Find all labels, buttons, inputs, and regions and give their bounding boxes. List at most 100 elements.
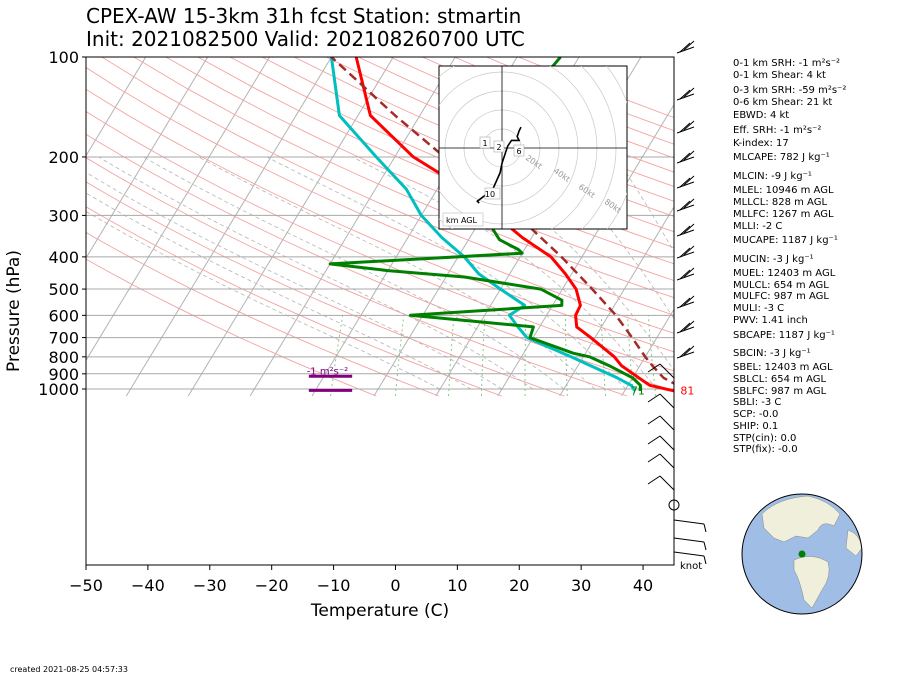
dry-adiabat: [101, 57, 674, 316]
isotherm: [125, 57, 332, 397]
x-tick-label: −10: [317, 576, 351, 595]
x-tick-label: 20: [509, 576, 529, 595]
mixing-ratio-line: [481, 315, 486, 397]
chart-subtitle: Init: 2021082500 Valid: 202108260700 UTC: [86, 27, 525, 51]
wind-barb: [673, 551, 707, 565]
parcel-profile: [330, 57, 674, 385]
index-line: 0-1 km Shear: 4 kt: [733, 70, 826, 81]
hodograph-height-box: [479, 136, 491, 149]
wind-barb: [673, 537, 707, 551]
wind-barb: [676, 198, 695, 212]
wind-barb: [647, 415, 675, 431]
wind-barb: [676, 175, 695, 189]
mixing-ratio-line: [394, 315, 405, 397]
hodograph-height-label: 2: [496, 143, 501, 152]
index-line: STP(cin): 0.0: [733, 433, 797, 444]
y-tick-label: 700: [48, 329, 79, 348]
barb-unit-label: knot: [680, 561, 702, 572]
x-tick-label: −40: [131, 576, 165, 595]
mixing-ratio-line: [448, 315, 455, 397]
hodograph-height-label: 6: [516, 147, 521, 156]
x-tick-label: −50: [69, 576, 103, 595]
index-line: SHIP: 0.1: [733, 421, 779, 432]
y-axis-label: Pressure (hPa): [4, 250, 24, 372]
x-tick-label: 0: [390, 576, 400, 595]
wind-barb: [676, 267, 695, 281]
y-tick-label: 100: [48, 48, 79, 67]
index-line: MULFC: 987 m AGL: [733, 291, 829, 302]
wind-barb: [647, 475, 675, 491]
mixing-ratio-line: [600, 315, 606, 397]
index-line: MUEL: 12403 m AGL: [733, 268, 836, 279]
mixing-ratio-line: [524, 315, 527, 397]
index-line: SCP: -0.0: [733, 409, 779, 420]
station-marker: [798, 550, 806, 558]
mixing-ratio-line: [565, 315, 568, 397]
dry-adiabat: [86, 110, 674, 372]
hodograph-unit-label: km AGL: [446, 216, 478, 225]
y-tick-label: 400: [48, 248, 79, 267]
index-line: SBLFC: 987 m AGL: [733, 386, 827, 397]
hodograph-height-label: 10: [485, 190, 495, 199]
surface-value-label: 81: [680, 385, 694, 398]
index-line: MLCIN: -9 J kg⁻¹: [733, 171, 812, 182]
index-line: 0-3 km SRH: -59 m²s⁻²: [733, 85, 847, 96]
x-axis-ticks: −50 −40 −30 −20 −10 0 10 20 30 40: [69, 565, 653, 595]
index-line: MLEL: 10946 m AGL: [733, 185, 834, 196]
africa-land: [845, 529, 863, 557]
index-line: MLLFC: 1267 m AGL: [733, 209, 834, 220]
dry-adiabat: [86, 157, 628, 397]
isotherm: [187, 57, 394, 397]
x-axis-label: Temperature (C): [310, 601, 449, 621]
plot-frame: [85, 56, 675, 566]
index-line: 0-1 km SRH: -1 m²s⁻²: [733, 58, 840, 69]
y-tick-label: 500: [48, 280, 79, 299]
wind-barb: [676, 223, 695, 237]
hodograph-height-box: [484, 187, 501, 200]
wind-barb: [676, 120, 695, 134]
dry-adiabat: [86, 206, 502, 397]
index-line: MULI: -3 C: [733, 303, 785, 314]
x-tick-label: −20: [255, 576, 289, 595]
index-line: 0-6 km Shear: 21 kt: [733, 97, 833, 108]
isotherm: [621, 308, 674, 397]
wind-barb: [647, 453, 675, 469]
index-line: SBCAPE: 1187 J kg⁻¹: [733, 330, 835, 341]
index-line: MUCIN: -3 J kg⁻¹: [733, 254, 814, 265]
isotherm: [86, 57, 209, 260]
wind-barb: [676, 345, 695, 359]
index-line: PWV: 1.41 inch: [733, 315, 808, 326]
hodograph-height-box: [493, 140, 505, 153]
index-line: MLLCL: 828 m AGL: [733, 197, 828, 208]
wind-barb: [676, 87, 695, 101]
isotherm: [86, 57, 147, 157]
y-tick-label: 800: [48, 348, 79, 367]
wind-barbs: [647, 40, 707, 565]
hodograph-unit-box: [442, 212, 484, 227]
dry-adiabat: [133, 57, 674, 299]
y-tick-label: 1000: [38, 380, 79, 399]
index-line: MULCL: 654 m AGL: [733, 280, 829, 291]
globe-locator-map: [741, 493, 863, 615]
wind-barb: [676, 295, 695, 309]
x-tick-label: 30: [571, 576, 591, 595]
dry-adiabat: [325, 57, 674, 202]
wind-barb: [647, 393, 675, 409]
x-tick-label: 40: [633, 576, 653, 595]
created-timestamp: created 2021-08-25 04:57:33: [10, 665, 128, 674]
surface-value-label: 71: [631, 385, 645, 398]
dry-adiabat: [86, 231, 440, 397]
isotherm: [249, 57, 456, 397]
north-america-land: [761, 495, 841, 543]
wind-barb: [676, 40, 695, 54]
srh-label: -1 m²s⁻²: [307, 367, 348, 378]
index-line: STP(fix): -0.0: [733, 444, 798, 455]
index-line: SBLI: -3 C: [733, 397, 782, 408]
chart-title: CPEX-AW 15-3km 31h fcst Station: stmarti…: [86, 4, 522, 28]
index-line: SBLCL: 654 m AGL: [733, 374, 827, 385]
dry-adiabat: [86, 133, 674, 392]
annotations: 71 81 -1 m²s⁻²: [307, 367, 694, 511]
moist-adiabat: [98, 156, 534, 390]
index-line: K-index: 17: [733, 138, 789, 149]
